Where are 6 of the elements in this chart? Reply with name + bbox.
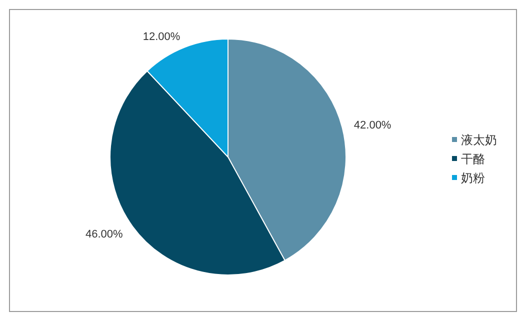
legend-label: 干酪: [461, 152, 485, 166]
data-label: 12.00%: [142, 30, 180, 43]
legend-label: 奶粉: [461, 171, 485, 186]
data-label: 42.00%: [354, 120, 392, 132]
data-label: 46.00%: [86, 228, 124, 240]
legend-label: 液太奶: [461, 133, 497, 148]
